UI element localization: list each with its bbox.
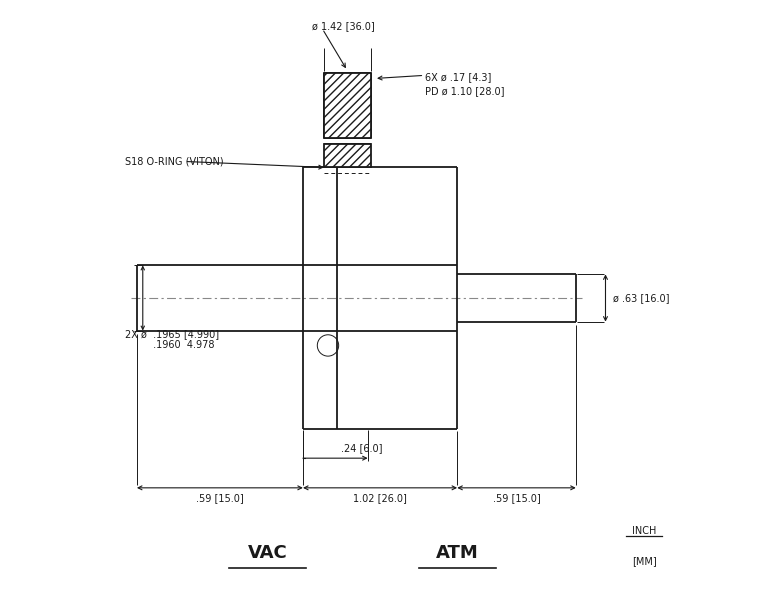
Text: 2X ø  .1965 [4.990]: 2X ø .1965 [4.990]	[125, 330, 219, 340]
Text: .24 [6.0]: .24 [6.0]	[341, 443, 383, 454]
Bar	[323, 144, 371, 167]
Bar	[323, 73, 371, 138]
Text: 1.02 [26.0]: 1.02 [26.0]	[353, 493, 407, 502]
Text: VAC: VAC	[248, 544, 287, 562]
Text: 6X ø .17 [4.3]
PD ø 1.10 [28.0]: 6X ø .17 [4.3] PD ø 1.10 [28.0]	[425, 73, 504, 96]
Text: S18 O-RING (VITON): S18 O-RING (VITON)	[125, 157, 224, 166]
Text: ATM: ATM	[436, 544, 479, 562]
Text: .1960  4.978: .1960 4.978	[125, 340, 215, 349]
Text: ø .63 [16.0]: ø .63 [16.0]	[613, 293, 669, 303]
Text: [MM]: [MM]	[631, 556, 656, 566]
Text: .59 [15.0]: .59 [15.0]	[493, 493, 540, 502]
Text: INCH: INCH	[631, 526, 656, 536]
Text: .59 [15.0]: .59 [15.0]	[196, 493, 244, 502]
Text: ø 1.42 [36.0]: ø 1.42 [36.0]	[312, 21, 374, 31]
